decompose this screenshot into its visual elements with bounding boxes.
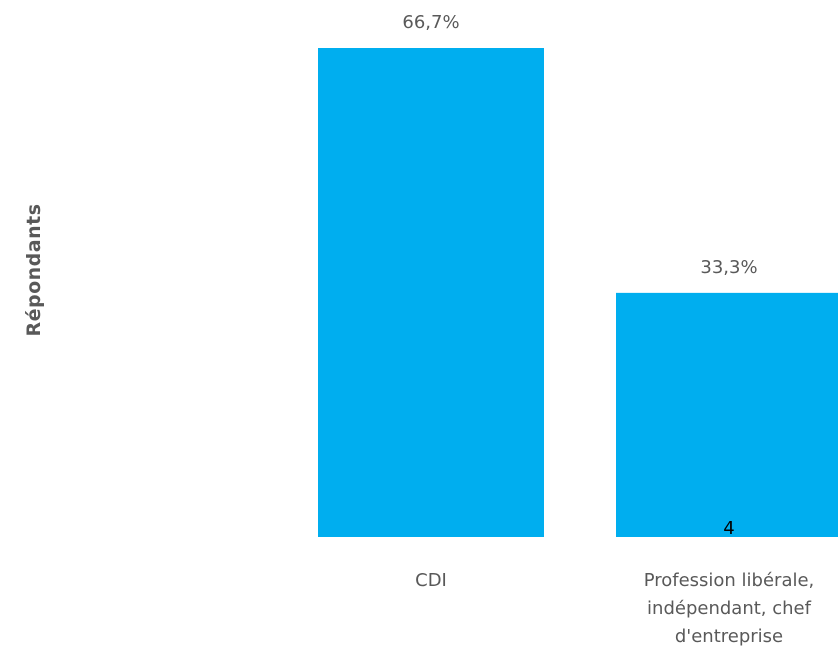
category-label-line: indépendant, chef bbox=[647, 598, 812, 619]
value-label-1: 66,7% bbox=[402, 12, 459, 33]
value-label-2: 33,3% bbox=[700, 257, 757, 278]
category-label-line: d'entreprise bbox=[675, 626, 783, 647]
bars-group bbox=[318, 48, 838, 537]
category-label-line: Profession libérale, bbox=[644, 570, 815, 591]
category-label-1: CDI bbox=[415, 570, 447, 591]
bar-1 bbox=[318, 48, 544, 537]
y-axis-label: Répondants bbox=[23, 203, 45, 336]
category-label-line: CDI bbox=[415, 570, 447, 591]
count-label-2: 4 bbox=[723, 518, 734, 539]
bar-2 bbox=[616, 292, 838, 537]
category-label-2: Profession libérale, indépendant, chef d'e… bbox=[644, 570, 815, 647]
labels-group: 66,7% CDI 33,3% 4 Profession libérale, indépe… bbox=[402, 12, 814, 647]
